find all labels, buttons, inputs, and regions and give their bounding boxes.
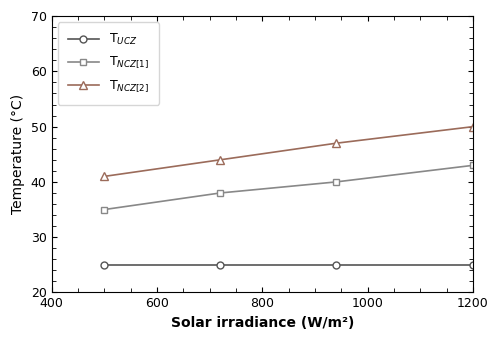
T$_{UCZ}$ [217, 263, 223, 267]
T$_{NCZ[1]}$ [333, 180, 339, 184]
T$_{UCZ}$ [333, 263, 339, 267]
Line: T$_{NCZ[1]}$: T$_{NCZ[1]}$ [100, 162, 476, 213]
T$_{UCZ}$ [470, 263, 476, 267]
Line: T$_{NCZ[2]}$: T$_{NCZ[2]}$ [100, 122, 477, 181]
Y-axis label: Temperature (°C): Temperature (°C) [11, 94, 25, 214]
T$_{NCZ[2]}$ [333, 141, 339, 145]
T$_{NCZ[1]}$ [470, 163, 476, 167]
T$_{NCZ[2]}$ [101, 174, 107, 178]
T$_{NCZ[2]}$ [470, 124, 476, 129]
T$_{NCZ[2]}$ [217, 158, 223, 162]
T$_{NCZ[1]}$ [101, 208, 107, 212]
T$_{NCZ[1]}$ [217, 191, 223, 195]
Line: T$_{UCZ}$: T$_{UCZ}$ [100, 261, 476, 268]
T$_{UCZ}$ [101, 263, 107, 267]
Legend: T$_{UCZ}$, T$_{NCZ[1]}$, T$_{NCZ[2]}$: T$_{UCZ}$, T$_{NCZ[1]}$, T$_{NCZ[2]}$ [58, 23, 159, 105]
X-axis label: Solar irradiance (W/m²): Solar irradiance (W/m²) [170, 316, 354, 330]
